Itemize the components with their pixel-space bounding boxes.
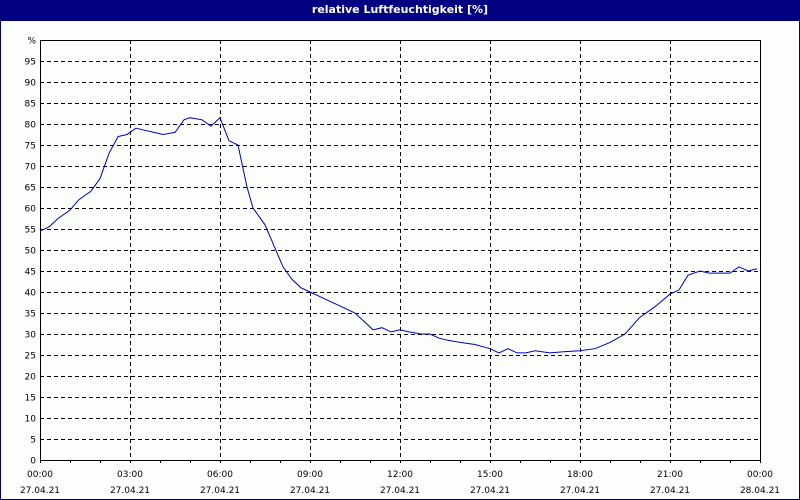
x-tick-date: 27.04.21 — [560, 486, 600, 496]
x-tick-date: 27.04.21 — [200, 486, 240, 496]
y-tick-label: 60 — [25, 205, 37, 215]
x-tick-time: 15:00 — [477, 470, 503, 480]
x-tick-date: 28.04.21 — [740, 486, 780, 496]
chart-title: relative Luftfeuchtigkeit [%] — [0, 0, 800, 21]
x-tick-time: 21:00 — [657, 470, 683, 480]
x-tick-time: 00:00 — [747, 470, 773, 480]
y-tick-label: 35 — [25, 310, 36, 320]
y-tick-label: 75 — [25, 142, 36, 152]
y-tick-label: 80 — [25, 121, 37, 131]
y-tick-label: 10 — [25, 415, 37, 425]
x-tick-date: 27.04.21 — [20, 486, 60, 496]
y-tick-label: 70 — [25, 163, 37, 173]
x-tick-time: 03:00 — [117, 470, 143, 480]
y-tick-label: % — [27, 37, 36, 47]
x-axis-labels: 00:00 27.04.21 03:00 27.04.21 06:00 27.04.21 0… — [20, 470, 780, 496]
y-tick-label: 40 — [25, 289, 37, 299]
y-tick-label: 65 — [25, 184, 36, 194]
y-tick-label: 5 — [30, 436, 36, 446]
y-tick-label: 0 — [30, 457, 36, 467]
y-tick-label: 20 — [25, 373, 37, 383]
y-tick-label: 25 — [25, 352, 36, 362]
y-tick-label: 15 — [25, 394, 36, 404]
x-tick-date: 27.04.21 — [650, 486, 690, 496]
y-tick-label: 30 — [25, 331, 37, 341]
y-axis-labels: 0 5 10 15 20 25 30 35 40 45 50 55 60 65 70 75 80 85 90 95% — [25, 37, 37, 467]
x-tick-time: 09:00 — [297, 470, 323, 480]
y-tick-label: 85 — [25, 100, 36, 110]
axes — [40, 40, 761, 463]
grid-lines — [40, 40, 760, 460]
y-tick-label: 55 — [25, 226, 36, 236]
x-tick-date: 27.04.21 — [380, 486, 420, 496]
x-tick-time: 00:00 — [27, 470, 53, 480]
x-tick-date: 27.04.21 — [290, 486, 330, 496]
y-tick-label: 95 — [25, 58, 36, 68]
y-tick-label: 45 — [25, 268, 36, 278]
y-tick-label: 90 — [25, 79, 37, 89]
x-tick-date: 27.04.21 — [110, 486, 150, 496]
humidity-series-line — [39, 116, 758, 354]
y-tick-label: 50 — [25, 247, 37, 257]
x-tick-time: 12:00 — [387, 470, 413, 480]
x-tick-time: 06:00 — [207, 470, 233, 480]
x-tick-time: 18:00 — [567, 470, 593, 480]
x-tick-date: 27.04.21 — [470, 486, 510, 496]
